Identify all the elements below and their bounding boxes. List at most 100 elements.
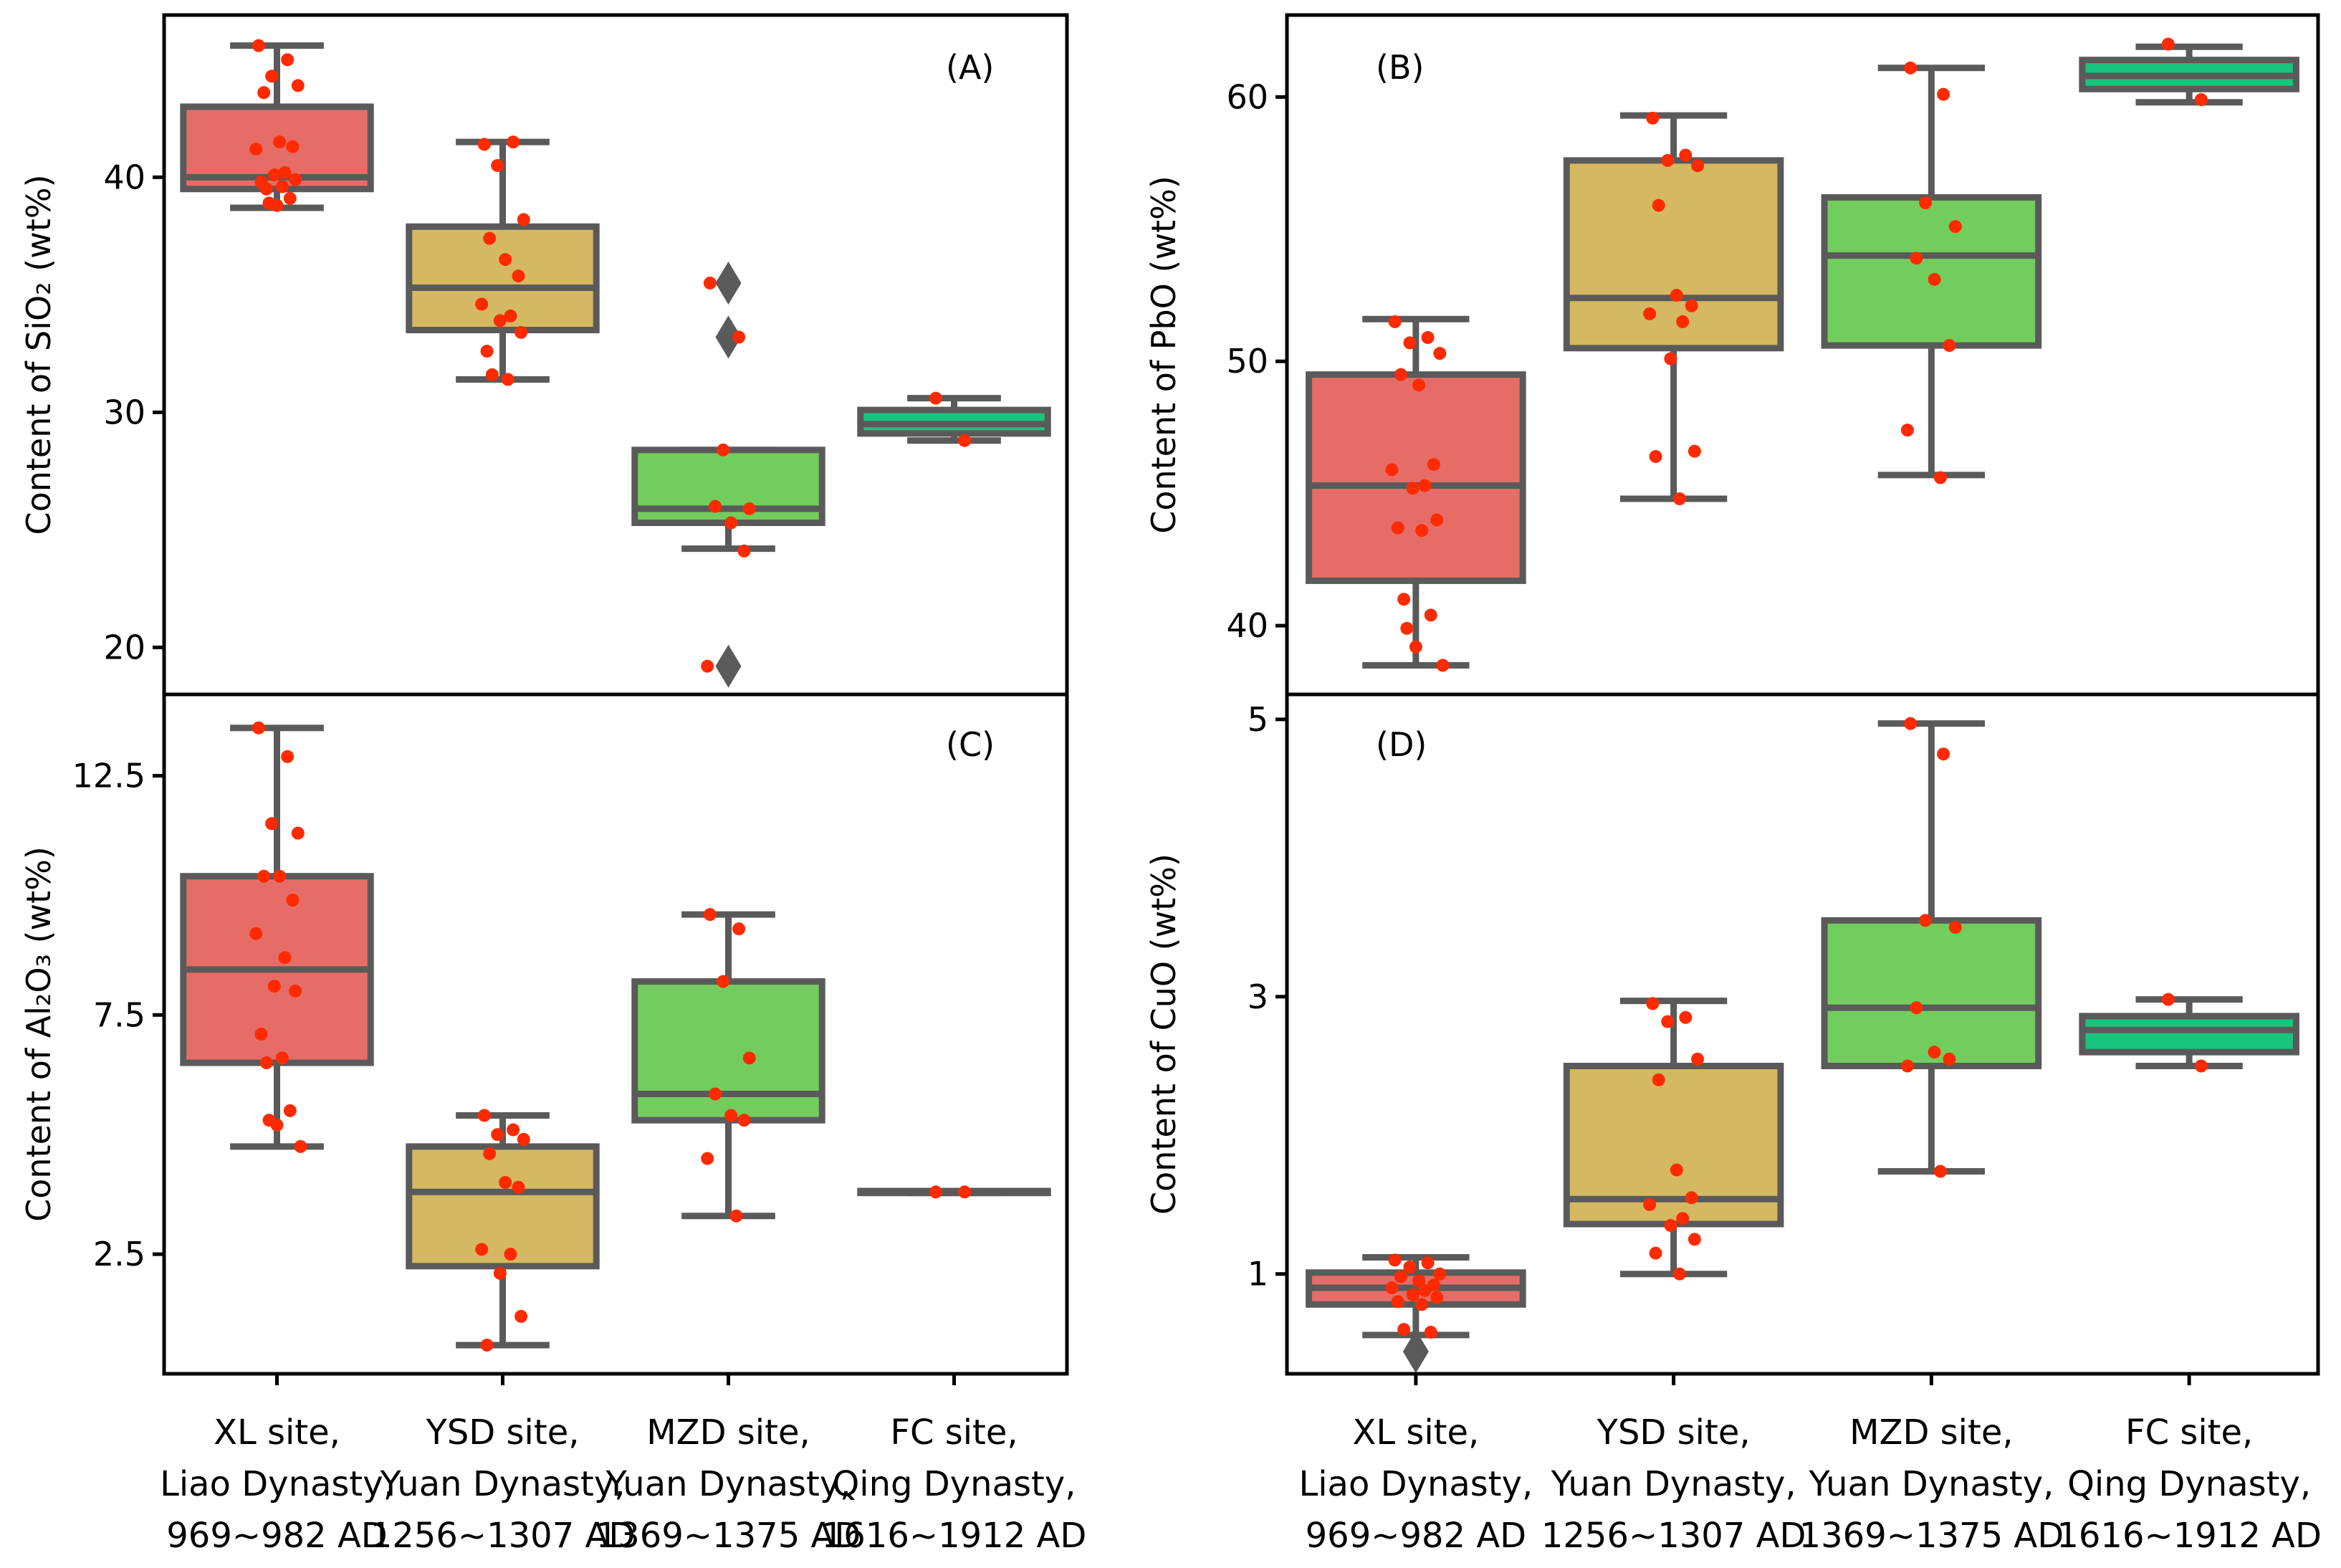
data-point	[270, 199, 284, 212]
data-point	[281, 53, 295, 67]
box-xl	[1306, 1253, 1526, 1374]
data-point	[249, 927, 263, 940]
data-point	[958, 434, 972, 447]
data-point	[475, 1243, 489, 1256]
data-point	[257, 86, 271, 100]
box-ysd	[406, 135, 600, 386]
y-tick-label: 40	[103, 158, 145, 196]
x-tick-label: Yuan Dynasty,	[1808, 1464, 2054, 1504]
x-tick-label: Yuan Dynasty,	[1551, 1464, 1796, 1504]
x-tick-label: 1369~1375 AD	[1799, 1516, 2064, 1556]
data-point	[1418, 479, 1432, 492]
data-point	[724, 1109, 738, 1122]
data-point	[1685, 1191, 1698, 1205]
data-point	[1646, 111, 1660, 125]
panel-label: (D)	[1376, 725, 1427, 764]
data-point	[270, 1118, 284, 1132]
data-point	[1900, 1059, 1914, 1073]
data-point	[501, 373, 514, 386]
box-fc	[857, 391, 1051, 447]
data-point	[499, 253, 512, 267]
data-point	[1904, 717, 1918, 730]
data-point	[1919, 196, 1933, 209]
data-point	[1394, 1270, 1407, 1283]
y-tick-label: 1	[1248, 1255, 1268, 1294]
x-tick-label: 1616~1912 AD	[2057, 1516, 2322, 1556]
data-point	[1391, 1295, 1404, 1309]
box-mzd	[1821, 717, 2042, 1178]
data-point	[259, 182, 273, 196]
data-point	[737, 544, 751, 558]
data-point	[742, 1051, 756, 1065]
box-xl	[180, 721, 374, 1153]
data-point	[1933, 471, 1947, 484]
data-point	[1646, 997, 1660, 1010]
iqr-box	[1563, 157, 1784, 352]
data-point	[1409, 640, 1422, 654]
data-point	[1424, 1325, 1437, 1339]
data-point	[1394, 368, 1407, 381]
data-point	[265, 70, 279, 83]
box-xl	[1306, 315, 1526, 672]
data-point	[1391, 521, 1404, 535]
x-tick-label: XL site,	[1352, 1412, 1479, 1453]
data-point	[1412, 1274, 1426, 1288]
data-point	[1652, 1073, 1665, 1086]
data-point	[1436, 659, 1450, 672]
data-point	[252, 39, 265, 52]
iqr-box	[2079, 1013, 2299, 1056]
y-axis-title: Content of SiO₂ (wt%)	[19, 174, 58, 535]
x-category-label-ysd: YSD site, Yuan Dynasty, 1256~1307 AD	[370, 1374, 635, 1556]
y-axis-title: Content of CuO (wt%)	[1144, 854, 1183, 1215]
panel-d: 1 3 5 Content of CuO (wt%) (D)	[1144, 692, 2320, 1376]
data-point	[1649, 450, 1662, 464]
data-point	[278, 166, 292, 179]
box-mzd	[631, 261, 825, 688]
plot-frame	[1285, 692, 2320, 1376]
data-point	[1910, 1001, 1923, 1015]
data-point	[729, 1209, 743, 1223]
data-point	[252, 721, 265, 735]
data-point	[286, 140, 300, 153]
outlier-marker	[715, 315, 742, 359]
y-tick-label: 5	[1248, 700, 1268, 739]
data-point	[1385, 463, 1399, 477]
data-point	[1385, 1281, 1399, 1295]
y-tick-label: 40	[1226, 606, 1268, 645]
data-point	[701, 1152, 714, 1165]
data-point	[2194, 1059, 2208, 1073]
data-point	[732, 330, 746, 344]
data-point	[1388, 1253, 1402, 1267]
panel-label: (A)	[946, 48, 994, 87]
box-ysd	[406, 1109, 600, 1352]
y-tick-label: 12.5	[72, 756, 145, 795]
data-point	[275, 1051, 289, 1065]
x-tick-label: YSD site,	[1596, 1412, 1751, 1453]
data-point	[483, 231, 497, 245]
data-point	[491, 158, 504, 172]
data-point	[1670, 289, 1683, 302]
data-point	[507, 135, 520, 149]
data-point	[2161, 993, 2175, 1006]
box-ysd	[1563, 997, 1784, 1281]
data-point	[1943, 339, 1956, 353]
x-tick-label: XL site,	[214, 1412, 340, 1453]
x-tick-label: FC site,	[890, 1412, 1018, 1453]
data-point	[1900, 424, 1914, 437]
data-point	[504, 309, 517, 322]
y-tick-label: 7.5	[93, 995, 145, 1034]
data-point	[1691, 1052, 1705, 1066]
data-point	[1937, 87, 1950, 101]
data-point	[477, 138, 491, 151]
data-point	[1415, 1298, 1429, 1311]
data-point	[1403, 1261, 1417, 1274]
data-point	[491, 1128, 504, 1142]
x-tick-label: Qing Dynasty,	[833, 1464, 1076, 1504]
data-point	[1948, 220, 1962, 234]
box-mzd	[1821, 61, 2042, 484]
data-point	[281, 750, 295, 763]
data-point	[737, 1114, 751, 1127]
data-point	[1672, 492, 1686, 506]
data-point	[709, 499, 722, 513]
